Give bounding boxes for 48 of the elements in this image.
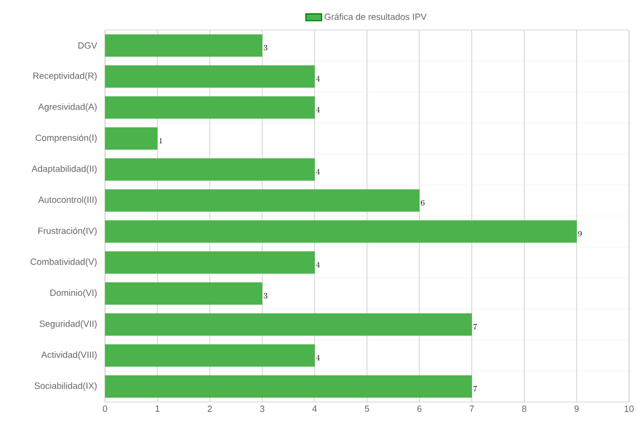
data-label: 9 [578, 230, 582, 236]
bar [105, 127, 158, 150]
data-label: 4 [316, 106, 320, 112]
data-label: 4 [316, 76, 320, 82]
bar [105, 375, 472, 398]
y-tick-label: DGV [78, 42, 98, 49]
data-label: 3 [264, 44, 268, 50]
bar [105, 158, 315, 181]
x-tick-label: 8 [522, 406, 526, 412]
x-tick-label: 5 [364, 406, 370, 412]
y-tick-label: Actividad(VIII) [41, 351, 97, 360]
y-tick-label: Seguridad(VII) [40, 320, 97, 329]
y-tick-label: Agresividad(A) [38, 103, 97, 112]
x-tick-label: 1 [156, 406, 160, 412]
y-tick-label: Sociabilidad(IX) [34, 382, 97, 391]
data-label: 1 [159, 138, 162, 144]
x-tick-label: 9 [574, 406, 579, 412]
data-label: 4 [316, 168, 320, 174]
x-tick-label: 10 [624, 406, 634, 412]
y-tick-label: Receptividad(R) [33, 72, 97, 81]
data-label: 7 [473, 324, 478, 330]
bar [105, 220, 577, 243]
bar [105, 34, 262, 57]
data-label: 4 [316, 262, 320, 268]
bar [105, 96, 315, 119]
data-label: 4 [316, 354, 320, 360]
x-tick-label: 3 [260, 406, 264, 412]
x-tick-label: 6 [417, 406, 422, 412]
x-tick-label: 4 [312, 406, 317, 412]
y-tick-label: Comprensión(I) [36, 134, 97, 143]
bar [105, 282, 262, 305]
y-tick-label: Combatividad(V) [30, 258, 97, 267]
y-tick-label: Autocontrol(III) [38, 196, 97, 205]
data-label: 3 [264, 292, 268, 298]
bar [105, 313, 472, 336]
x-tick-label: 7 [470, 406, 474, 412]
y-tick-label: Dominio(VI) [50, 289, 97, 298]
bar [105, 189, 420, 212]
x-tick-label: 0 [102, 406, 108, 412]
bar [105, 65, 315, 88]
bar [105, 251, 315, 274]
legend-label: Gráfica de resultados IPV [324, 13, 427, 20]
y-tick-label: Frustración(IV) [38, 227, 97, 236]
data-label: 7 [473, 386, 478, 392]
bar [105, 344, 315, 367]
y-tick-label: Adaptabilidad(II) [32, 165, 97, 174]
data-label: 6 [420, 200, 424, 206]
x-tick-label: 2 [208, 406, 212, 412]
